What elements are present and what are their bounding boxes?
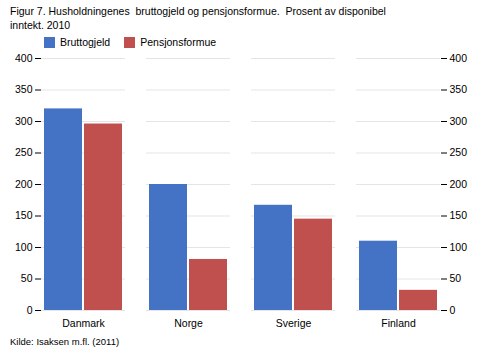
svg-text:Danmark: Danmark <box>62 317 105 329</box>
svg-text:50: 50 <box>450 272 462 284</box>
svg-text:400: 400 <box>450 52 468 64</box>
svg-text:150: 150 <box>450 209 468 221</box>
svg-text:200: 200 <box>15 178 33 190</box>
svg-text:350: 350 <box>450 83 468 95</box>
svg-text:250: 250 <box>450 146 468 158</box>
html-text:Figur 7. Husholdningenes brutt: Figur 7. Husholdningenes bruttogjeld og … <box>10 5 386 31</box>
svg-text:Sverige: Sverige <box>276 317 312 329</box>
svg-text:0: 0 <box>450 304 456 316</box>
svg-text:Norge: Norge <box>174 317 203 329</box>
svg-text:100: 100 <box>15 241 33 253</box>
svg-text:250: 250 <box>15 146 33 158</box>
svg-text:50: 50 <box>21 272 33 284</box>
svg-text:150: 150 <box>15 209 33 221</box>
svg-text:0: 0 <box>27 304 33 316</box>
html-text:Pensjonsformue: Pensjonsformue <box>140 36 217 48</box>
svg-text:Finland: Finland <box>381 317 416 329</box>
svg-text:300: 300 <box>450 115 468 127</box>
html-text:Kilde: Isaksen m.fl. (2011): Kilde: Isaksen m.fl. (2011) <box>10 336 120 347</box>
svg-text:350: 350 <box>15 83 33 95</box>
svg-text:400: 400 <box>15 52 33 64</box>
svg-text:200: 200 <box>450 178 468 190</box>
svg-text:100: 100 <box>450 241 468 253</box>
html-text:Bruttogjeld: Bruttogjeld <box>60 36 111 48</box>
svg-text:300: 300 <box>15 115 33 127</box>
